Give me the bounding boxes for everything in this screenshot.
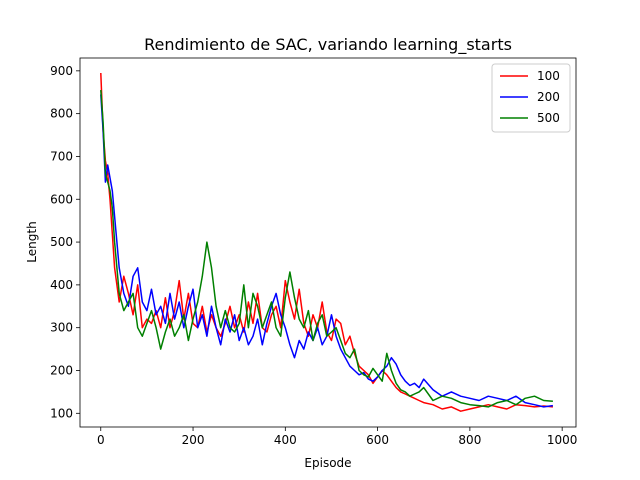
y-tick-label: 700 <box>50 149 73 163</box>
x-tick-label: 200 <box>182 433 205 447</box>
y-tick-label: 300 <box>50 321 73 335</box>
y-axis-label: Length <box>25 221 39 262</box>
series-line-100 <box>100 72 553 412</box>
x-tick-label: 800 <box>458 433 481 447</box>
y-tick-label: 200 <box>50 363 73 377</box>
y-tick-label: 900 <box>50 64 73 78</box>
x-tick-label: 400 <box>274 433 297 447</box>
x-tick-label: 1000 <box>547 433 578 447</box>
chart-title: Rendimiento de SAC, variando learning_st… <box>144 35 512 55</box>
series-line-500 <box>100 90 553 408</box>
legend-label-100: 100 <box>537 69 560 83</box>
series-lines <box>100 72 554 412</box>
y-tick-label: 600 <box>50 192 73 206</box>
plot-frame <box>79 57 577 428</box>
legend-box <box>491 63 571 133</box>
y-tick-label: 800 <box>50 107 73 121</box>
legend: 100 200 500 <box>491 63 571 133</box>
y-tick-label: 500 <box>50 235 73 249</box>
plot-area: 0 200 400 600 800 1000 100 200 300 400 500 600 700 80… <box>50 57 578 447</box>
legend-label-200: 200 <box>537 90 560 104</box>
series-line-200 <box>100 94 554 408</box>
x-tick-label: 600 <box>366 433 389 447</box>
x-axis-label: Episode <box>304 456 351 470</box>
legend-label-500: 500 <box>537 111 560 125</box>
x-tick-label: 0 <box>97 433 105 447</box>
y-tick-label: 400 <box>50 278 73 292</box>
y-tick-label: 100 <box>50 406 73 420</box>
